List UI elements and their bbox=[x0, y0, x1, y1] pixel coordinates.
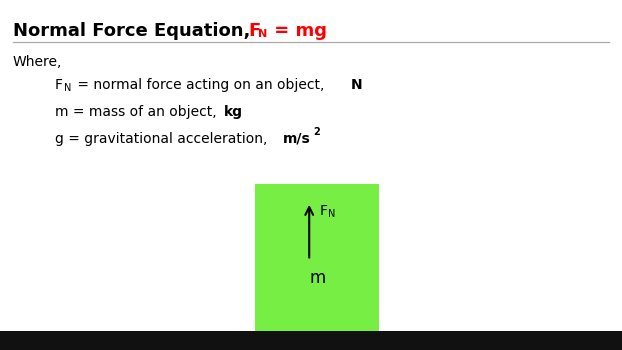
Text: Where,: Where, bbox=[13, 55, 62, 69]
Text: N: N bbox=[64, 83, 72, 93]
Text: m/s: m/s bbox=[283, 132, 311, 146]
Text: F: F bbox=[55, 78, 63, 92]
Text: N: N bbox=[258, 29, 267, 39]
Text: m: m bbox=[309, 269, 325, 287]
Text: m = mass of an object,: m = mass of an object, bbox=[55, 105, 221, 119]
Text: kg: kg bbox=[224, 105, 243, 119]
Bar bbox=[255, 184, 379, 331]
Bar bbox=[0, 331, 622, 350]
Text: g = gravitational acceleration,: g = gravitational acceleration, bbox=[55, 132, 272, 146]
Text: = normal force acting on an object,: = normal force acting on an object, bbox=[73, 78, 329, 92]
Text: 2: 2 bbox=[313, 127, 320, 137]
Text: N: N bbox=[328, 209, 336, 219]
Text: F: F bbox=[248, 22, 260, 40]
Text: N: N bbox=[351, 78, 363, 92]
Text: = mg: = mg bbox=[268, 22, 327, 40]
Text: Normal Force Equation,: Normal Force Equation, bbox=[13, 22, 257, 40]
Text: F: F bbox=[319, 204, 327, 218]
